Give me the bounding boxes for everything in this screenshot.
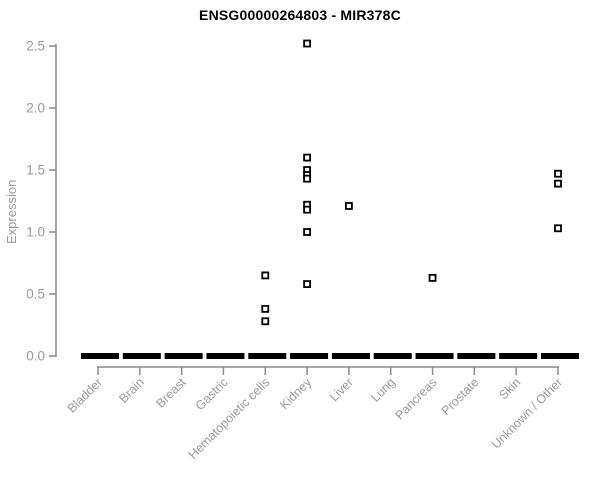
data-point: [303, 280, 311, 288]
x-category-label: Liver: [327, 375, 356, 404]
x-category-label: Unknown / Other: [489, 375, 565, 451]
y-tick-label: 1.0: [26, 225, 45, 240]
x-category-label: Skin: [496, 375, 523, 402]
data-point: [303, 205, 311, 214]
chart-title: ENSG00000264803 - MIR378C: [199, 7, 401, 23]
zero-expression-bar: [415, 353, 454, 359]
x-category-label: Prostate: [439, 375, 482, 418]
x-category-label: Lung: [368, 375, 398, 405]
zero-expression-bar: [81, 353, 119, 359]
data-point: [261, 271, 270, 280]
data-point: [261, 317, 270, 326]
y-tick-label: 0.5: [26, 287, 45, 302]
x-category-label: Hematopoietic cells: [186, 375, 273, 462]
zero-expression-bar: [457, 353, 496, 359]
data-point: [345, 202, 353, 210]
zero-expression-bar: [164, 353, 203, 359]
data-point: [554, 179, 562, 188]
x-category-label: Pancreas: [392, 375, 439, 422]
data-point: [303, 39, 311, 48]
x-category-label: Brain: [116, 375, 147, 406]
data-point: [261, 304, 270, 313]
data-point: [428, 273, 437, 282]
y-tick-label: 2.5: [26, 39, 45, 54]
y-tick-label: 0.0: [26, 349, 45, 364]
zero-expression-bar: [290, 353, 329, 359]
data-point: [303, 174, 311, 183]
zero-expression-bar: [541, 353, 579, 359]
zero-expression-bar: [373, 353, 412, 359]
y-tick-label: 2.0: [26, 101, 45, 116]
zero-expression-bar: [248, 353, 287, 359]
zero-expression-bar: [206, 353, 245, 359]
x-category-label: Breast: [153, 375, 189, 411]
zero-expression-bar: [499, 353, 538, 359]
data-point: [303, 153, 311, 162]
y-tick-label: 1.5: [26, 163, 45, 178]
data-point: [554, 169, 562, 178]
x-category-label: Gastric: [193, 375, 231, 413]
data-point: [554, 224, 562, 233]
zero-expression-bar: [122, 353, 161, 359]
data-point: [303, 228, 311, 236]
x-category-label: Bladder: [65, 375, 105, 415]
x-category-label: Kidney: [277, 375, 314, 412]
zero-expression-bar: [331, 353, 370, 359]
